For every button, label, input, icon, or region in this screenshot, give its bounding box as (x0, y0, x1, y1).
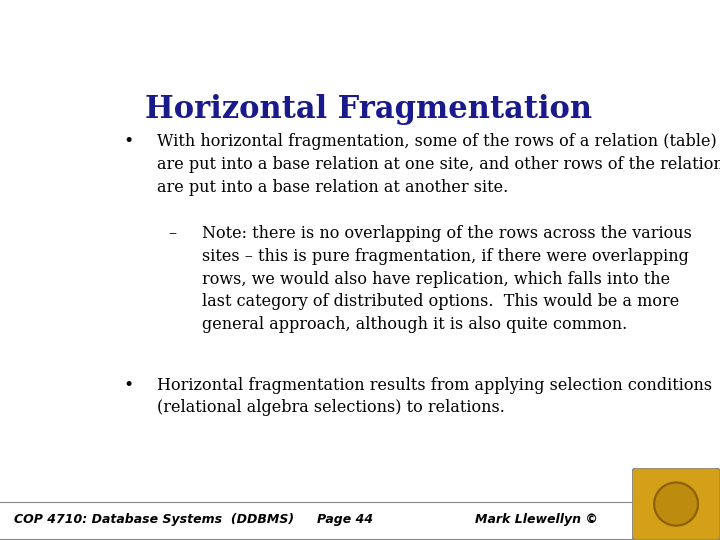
Text: COP 4710: Database Systems  (DDBMS): COP 4710: Database Systems (DDBMS) (14, 514, 294, 526)
Text: Horizontal fragmentation results from applying selection conditions
(relational : Horizontal fragmentation results from ap… (157, 377, 712, 416)
Polygon shape (654, 482, 698, 525)
Text: Mark Llewellyn ©: Mark Llewellyn © (475, 514, 598, 526)
Text: Note: there is no overlapping of the rows across the various
sites – this is pur: Note: there is no overlapping of the row… (202, 225, 691, 333)
Text: •: • (124, 133, 134, 151)
Text: •: • (124, 377, 134, 394)
FancyBboxPatch shape (632, 468, 720, 540)
Text: –: – (168, 225, 176, 242)
Text: Page 44: Page 44 (317, 514, 373, 526)
Text: Horizontal Fragmentation: Horizontal Fragmentation (145, 94, 593, 125)
Text: With horizontal fragmentation, some of the rows of a relation (table)
are put in: With horizontal fragmentation, some of t… (157, 133, 720, 196)
